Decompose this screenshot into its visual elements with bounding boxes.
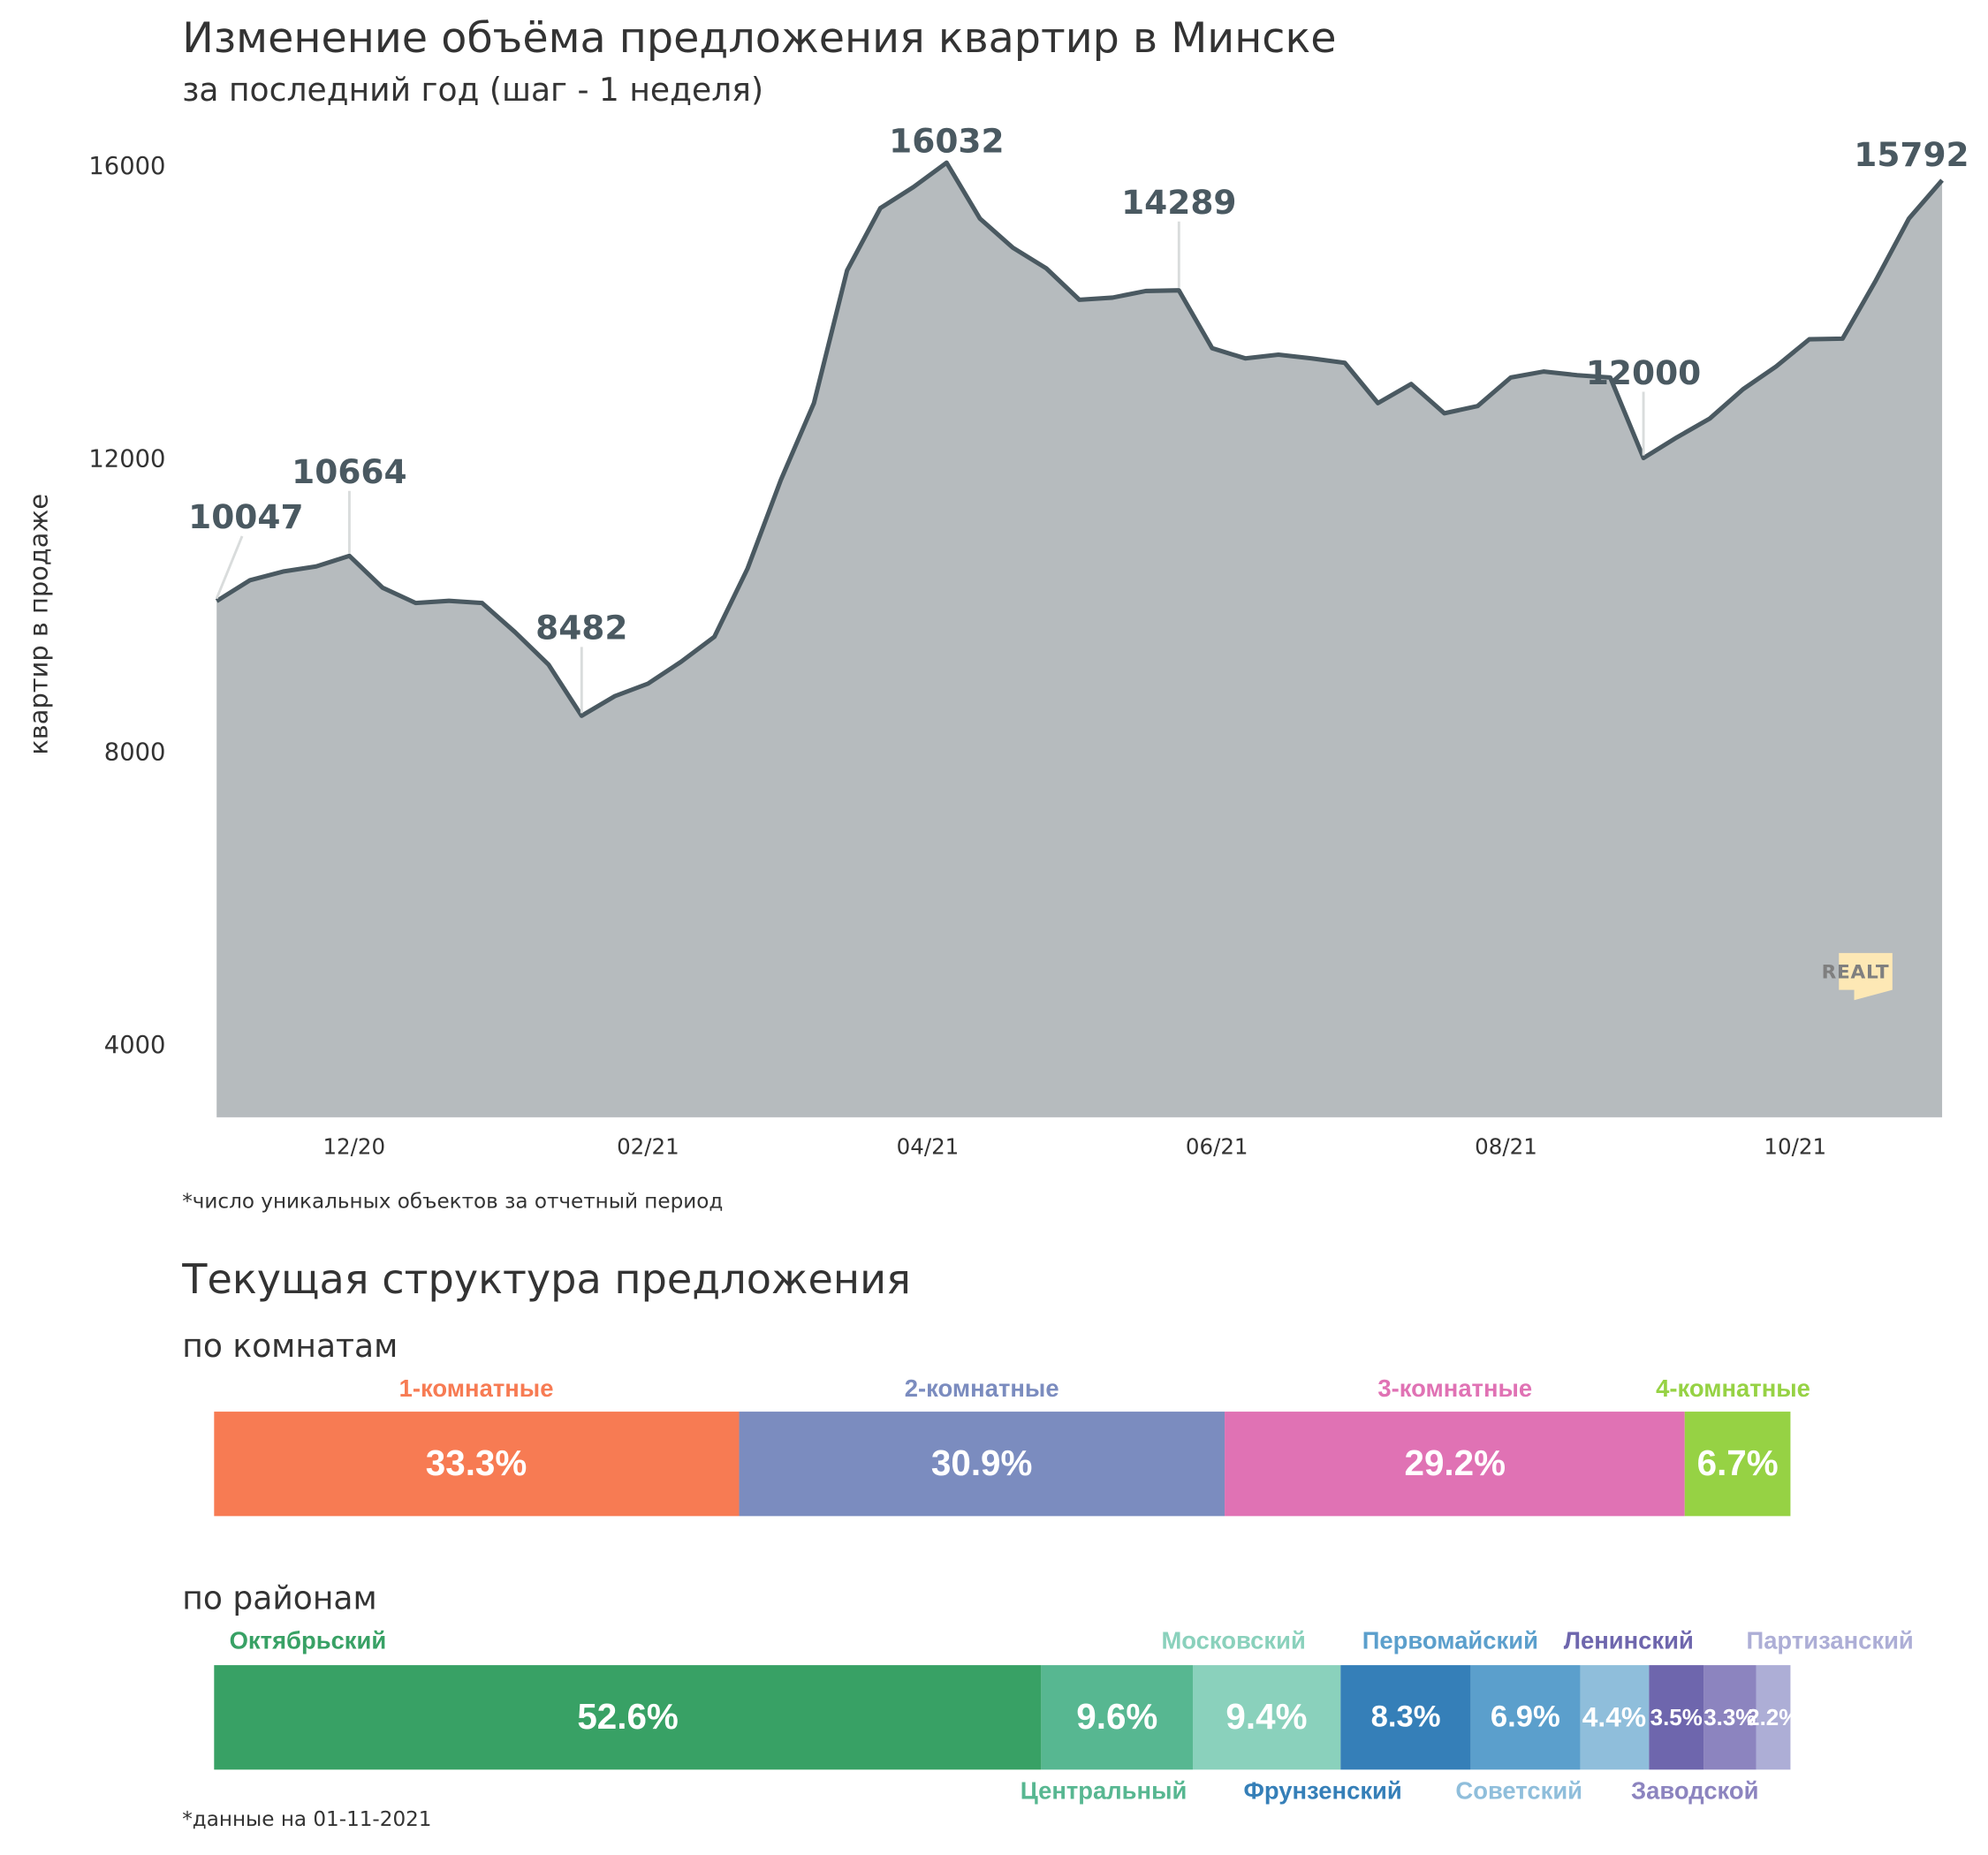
x-tick-label: 12/20	[322, 1134, 385, 1160]
realt-logo: REALT	[1813, 950, 1897, 1003]
segment-value-label: 6.7%	[1696, 1443, 1779, 1483]
segment-category-label: Октябрьский	[229, 1628, 387, 1655]
segment-value-label: 4.4%	[1582, 1700, 1647, 1733]
annotation-connector	[215, 535, 244, 600]
segment-category-label: Первомайский	[1362, 1628, 1538, 1655]
rooms-bar: 33.3% 30.9% 29.2% 6.7%	[214, 1412, 1791, 1517]
segment-category-label: Московский	[1161, 1628, 1306, 1655]
y-tick-label: 16000	[88, 153, 165, 180]
bar-segment-5: 6.9%	[1470, 1665, 1580, 1770]
segment-value-label: 6.9%	[1490, 1700, 1560, 1734]
segment-value-label: 9.6%	[1076, 1697, 1158, 1737]
segment-value-label: 29.2%	[1404, 1443, 1506, 1483]
chart-subtitle: за последний год (шаг - 1 неделя)	[182, 71, 764, 109]
segment-category-label: 1-комнатные	[398, 1375, 554, 1403]
segment-value-label: 3.5%	[1650, 1704, 1703, 1730]
structure-title: Текущая структура предложения	[182, 1254, 911, 1304]
segment-value-label: 52.6%	[577, 1697, 679, 1737]
segment-value-label: 2.2%	[1747, 1704, 1800, 1730]
x-tick-label: 02/21	[617, 1134, 679, 1160]
structure-footnote: *данные на 01-11-2021	[182, 1806, 432, 1831]
bar-segment-4: 8.3%	[1340, 1665, 1471, 1770]
area-fill	[216, 163, 1943, 1117]
segment-value-label: 33.3%	[425, 1443, 527, 1483]
segment-category-label: Партизанский	[1746, 1628, 1914, 1655]
annotation-label: 10047	[188, 497, 303, 536]
annotation-label: 14289	[1121, 183, 1236, 222]
segment-value-label: 8.3%	[1370, 1700, 1441, 1734]
segment-category-label: Центральный	[1020, 1778, 1187, 1806]
bar-segment-2: 30.9%	[738, 1412, 1225, 1517]
bar-segment-1: 33.3%	[214, 1412, 739, 1517]
annotation-label: 12000	[1586, 353, 1701, 392]
segment-value-label: 3.3%	[1703, 1704, 1757, 1730]
bar-segment-4: 6.7%	[1684, 1412, 1791, 1517]
bar-segment-8: 3.3%	[1703, 1665, 1757, 1770]
y-tick-label: 4000	[104, 1032, 166, 1059]
bar-segment-9: 2.2%	[1747, 1665, 1799, 1770]
x-tick-label: 06/21	[1186, 1134, 1248, 1160]
bar-segment-3: 9.4%	[1192, 1665, 1341, 1770]
svg-text:REALT: REALT	[1822, 962, 1890, 984]
segment-category-label: 2-комнатные	[904, 1375, 1059, 1403]
bar-segment-2: 9.6%	[1041, 1665, 1193, 1770]
annotation-label: 16032	[889, 122, 1004, 161]
segment-value-label: 30.9%	[930, 1443, 1033, 1483]
districts-title: по районам	[182, 1579, 377, 1617]
bar-segment-6: 4.4%	[1579, 1665, 1650, 1770]
rooms-title: по комнатам	[182, 1327, 398, 1365]
bar-segment-3: 29.2%	[1225, 1412, 1685, 1517]
annotation-label: 8482	[535, 609, 627, 647]
bar-segment-1: 52.6%	[214, 1665, 1042, 1770]
bar-segment-7: 3.5%	[1649, 1665, 1704, 1770]
annotation-label: 10664	[292, 452, 406, 491]
series-line	[215, 160, 1944, 718]
segment-category-label: 4-комнатные	[1656, 1375, 1810, 1403]
segment-value-label: 9.4%	[1225, 1697, 1308, 1737]
chart-title: Изменение объёма предложения квартир в М…	[182, 12, 1337, 63]
segment-category-label: Заводской	[1631, 1778, 1759, 1806]
x-tick-label: 04/21	[897, 1134, 960, 1160]
segment-category-label: Советский	[1455, 1778, 1583, 1806]
segment-category-label: 3-комнатные	[1377, 1375, 1533, 1403]
chart-footnote: *число уникальных объектов за отчетный п…	[182, 1188, 724, 1214]
x-tick-label: 08/21	[1475, 1134, 1537, 1160]
y-tick-label: 8000	[104, 738, 166, 766]
annotation-label: 15792	[1854, 135, 1969, 174]
segment-category-label: Фрунзенский	[1243, 1778, 1402, 1806]
y-tick-label: 12000	[88, 446, 165, 473]
x-tick-label: 10/21	[1764, 1134, 1826, 1160]
districts-bar: 52.6% 9.6% 9.4% 8.3% 6.9% 4.4% 3.5% 3.3% 2.2%	[214, 1665, 1799, 1770]
area-chart: 4000 8000 12000 16000 12/20 02/21 04/21 06/21 0…	[88, 122, 1969, 1160]
segment-category-label: Ленинский	[1563, 1628, 1694, 1655]
